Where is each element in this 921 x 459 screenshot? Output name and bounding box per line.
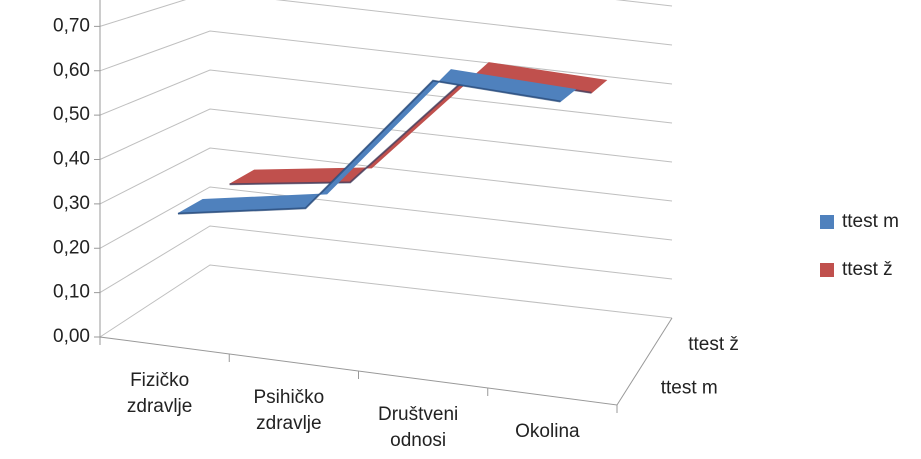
ribbon-face: [229, 62, 608, 185]
y-tick-label: 0,40: [53, 149, 90, 170]
legend-label: ttest ž: [842, 259, 893, 280]
axis-line: [99, 0, 673, 406]
grid-line: [99, 108, 673, 163]
grid-line: [615, 0, 673, 7]
legend-label: ttest m: [842, 211, 899, 232]
grid-line: [99, 69, 673, 124]
y-tick-label: 0,70: [53, 15, 90, 36]
grid-line: [99, 186, 673, 249]
legend-swatch: [820, 263, 834, 277]
x-tick-label: Psihičko zdravlje: [253, 386, 325, 434]
ribbon-face: [177, 69, 577, 215]
x-tick-label: Okolina: [515, 420, 580, 442]
y-tick-label: 0,30: [53, 193, 90, 214]
y-tick-label: 0,60: [53, 60, 90, 81]
grid-line: [99, 0, 673, 46]
grid-line: [99, 147, 673, 205]
grid-line: [99, 264, 673, 338]
y-tick-label: 0,50: [53, 104, 90, 125]
y-tick-label: 0,10: [53, 282, 90, 303]
depth-label: ttest m: [661, 377, 718, 398]
legend-swatch: [820, 215, 834, 229]
grid-line: [99, 225, 673, 294]
x-tick-label: Fizičko zdravlje: [126, 369, 193, 417]
depth-label: ttest ž: [688, 334, 739, 355]
y-tick-label: 0,20: [53, 237, 90, 258]
grid-line: [99, 30, 673, 85]
y-tick-label: 0,00: [53, 326, 90, 347]
x-tick-label: Društveni odnosi: [378, 403, 459, 451]
line: [177, 79, 561, 215]
